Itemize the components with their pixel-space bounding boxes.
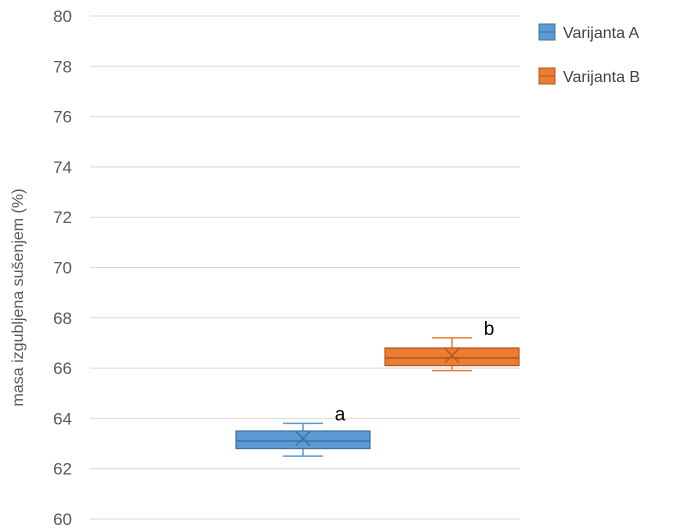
iqr-box — [235, 430, 371, 450]
y-axis-ticks: 60 62 64 66 68 70 72 74 76 78 80 — [53, 7, 72, 529]
y-tick-label-62: 62 — [53, 460, 72, 479]
y-tick-label-66: 66 — [53, 359, 72, 378]
legend: Varijanta A Varijanta B — [538, 23, 640, 86]
iqr-box — [384, 347, 520, 367]
legend-label: Varijanta B — [563, 69, 640, 86]
y-tick-label-80: 80 — [53, 7, 72, 26]
annotation-b: b — [484, 319, 495, 340]
mean-marker — [295, 430, 311, 447]
legend-label: Varijanta A — [563, 25, 640, 42]
box-series-a: a — [235, 404, 371, 457]
y-tick-label-68: 68 — [53, 309, 72, 328]
y-tick-label-74: 74 — [53, 158, 72, 177]
boxes: ab — [235, 319, 520, 457]
box-series-b: b — [384, 319, 520, 372]
y-tick-label-72: 72 — [53, 208, 72, 227]
y-tick-label-78: 78 — [53, 57, 72, 76]
y-tick-label-60: 60 — [53, 510, 72, 529]
annotation-a: a — [335, 404, 346, 425]
y-axis-title: masa izgubljena sušenjem (%) — [10, 189, 27, 407]
legend-item-a: Varijanta A — [538, 23, 640, 42]
mean-marker — [444, 347, 460, 364]
y-tick-label-76: 76 — [53, 108, 72, 127]
gridlines — [90, 15, 520, 520]
legend-item-b: Varijanta B — [538, 67, 640, 86]
y-tick-label-70: 70 — [53, 259, 72, 278]
y-tick-label-64: 64 — [53, 409, 72, 428]
